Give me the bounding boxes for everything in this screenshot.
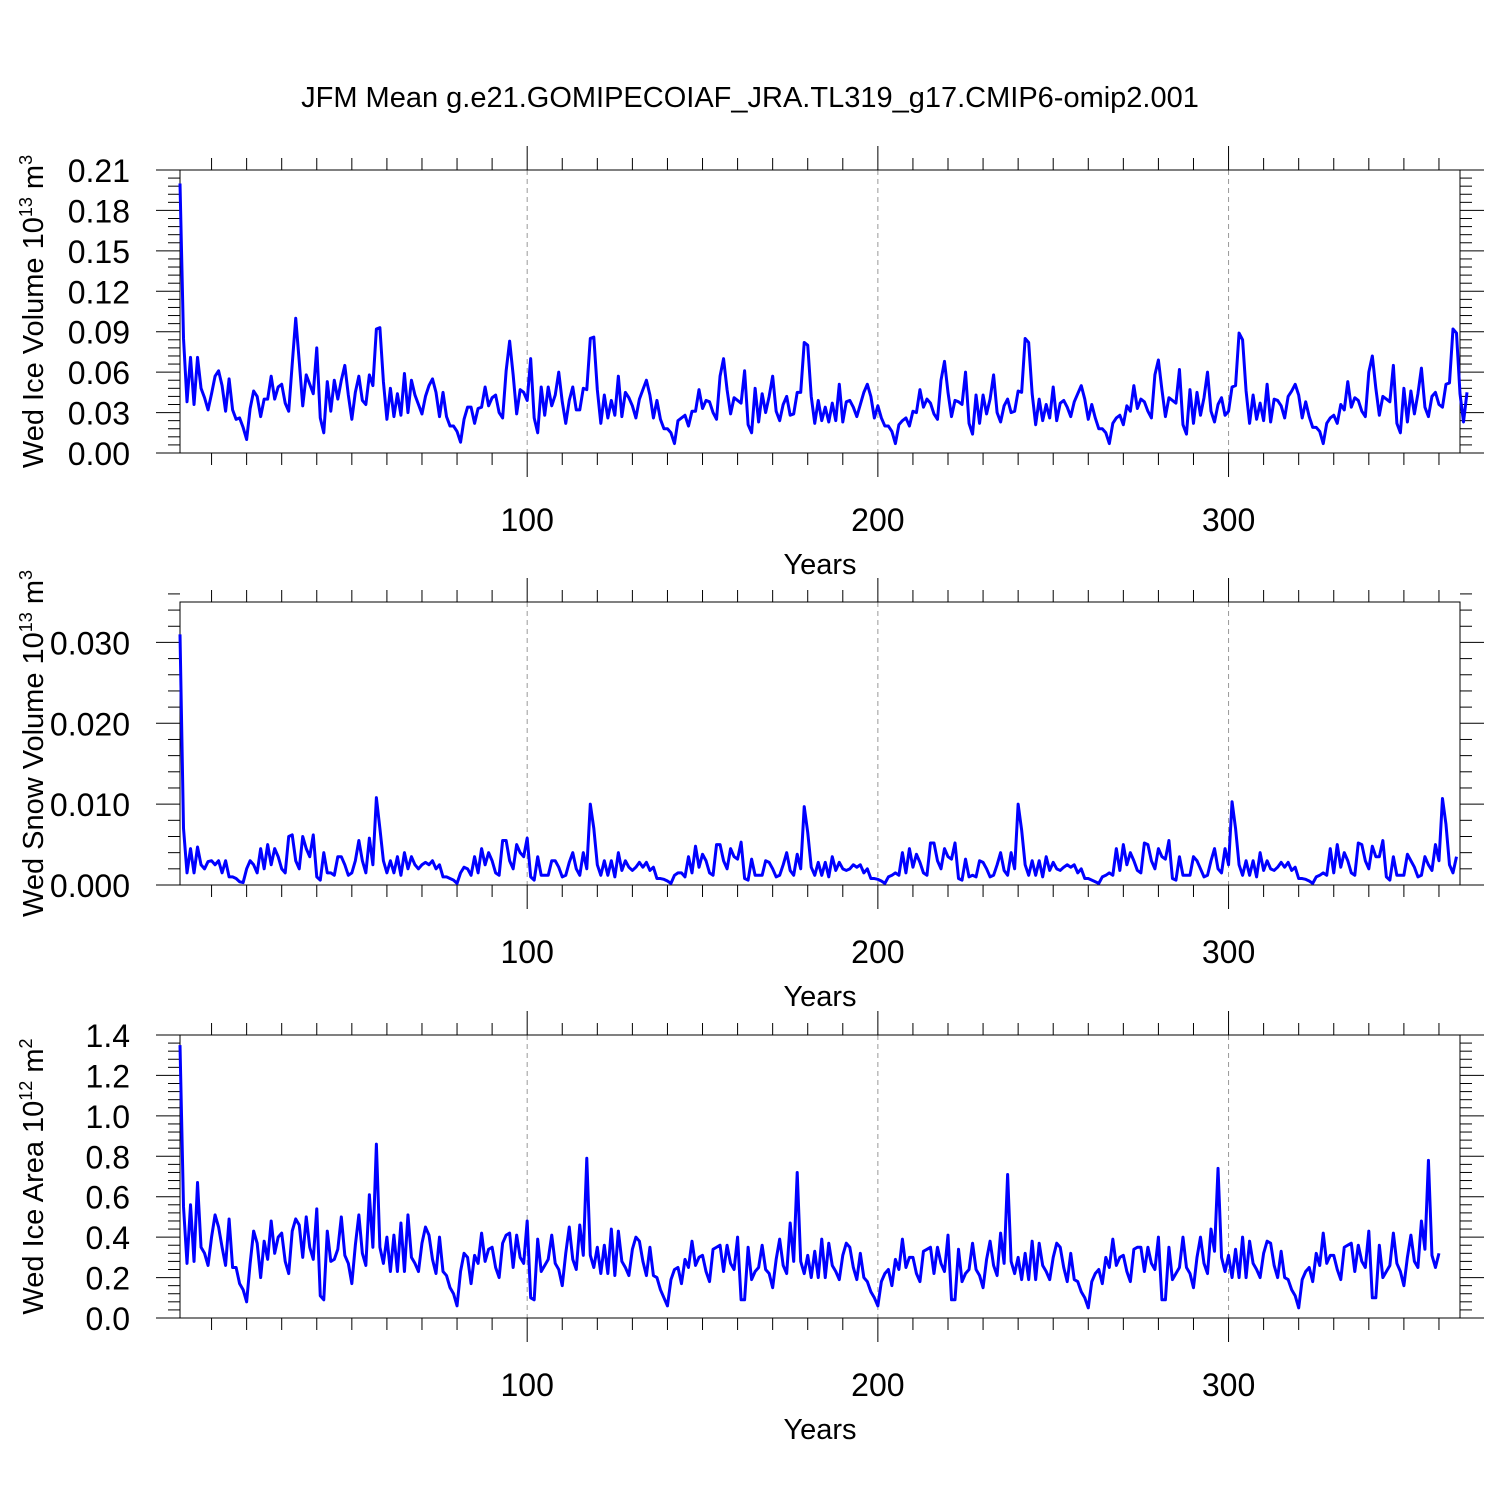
series-line: [178, 1045, 1441, 1310]
y-tick-label: 0.03: [68, 396, 130, 432]
y-tick-label: 0.030: [50, 625, 130, 661]
y-tick-label: 0.6: [86, 1180, 130, 1216]
y-tick-label: 0.09: [68, 315, 130, 351]
x-axis-label: Years: [783, 981, 856, 1013]
x-tick-label: 300: [1202, 1367, 1255, 1403]
series-line: [178, 183, 1469, 446]
y-tick-label: 0.020: [50, 706, 130, 742]
y-tick-label: 0.12: [68, 274, 130, 310]
series-line: [178, 634, 1458, 885]
y-tick-label: 1.0: [86, 1099, 130, 1135]
y-tick-label: 0.06: [68, 355, 130, 391]
x-axis-label: Years: [783, 1414, 856, 1446]
y-axis-label: Wed Snow Volume 1013 m3: [16, 570, 50, 917]
y-axis-label: Wed Ice Volume 1013 m3: [16, 155, 50, 468]
x-tick-label: 200: [851, 502, 904, 538]
y-tick-label: 1.4: [86, 1018, 130, 1054]
plot-frame: [179, 169, 1461, 454]
y-tick-label: 0.8: [86, 1139, 130, 1175]
y-tick-label: 0.000: [50, 868, 130, 904]
y-tick-label: 0.4: [86, 1220, 130, 1256]
y-tick-label: 0.2: [86, 1261, 130, 1297]
figure-title: JFM Mean g.e21.GOMIPECOIAF_JRA.TL319_g17…: [301, 82, 1199, 114]
x-tick-label: 300: [1202, 934, 1255, 970]
y-tick-label: 0.010: [50, 787, 130, 823]
y-tick-label: 0.18: [68, 193, 130, 229]
x-tick-label: 200: [851, 934, 904, 970]
x-tick-label: 300: [1202, 502, 1255, 538]
plot-frame: [179, 1034, 1461, 1319]
y-tick-label: 0.21: [68, 153, 130, 189]
panels: 0.00 0.03 0.06 0.09 0.12 0.15 0.18 0.21 100 200 30…: [16, 146, 1484, 1446]
y-tick-label: 0.00: [68, 436, 130, 472]
y-tick-label: 0.15: [68, 234, 130, 270]
x-tick-label: 100: [500, 1367, 553, 1403]
chart-panel-2: 0.000 0.010 0.020 0.030 100 200 300 Years Wed Sn…: [16, 570, 1484, 1013]
x-tick-label: 100: [500, 934, 553, 970]
chart-panel-3: 0.0 0.2 0.4 0.6 0.8 1.0 1.2 1.4 100 200 300 Years We…: [16, 1011, 1484, 1446]
x-tick-label: 200: [851, 1367, 904, 1403]
x-axis-label: Years: [783, 549, 856, 581]
y-axis-label: Wed Ice Area 1012 m2: [16, 1038, 50, 1314]
x-tick-label: 100: [500, 502, 553, 538]
plot-frame: [179, 601, 1461, 886]
y-tick-label: 0.0: [86, 1301, 130, 1337]
chart-panel-1: 0.00 0.03 0.06 0.09 0.12 0.15 0.18 0.21 100 200 30…: [16, 146, 1484, 581]
y-tick-label: 1.2: [86, 1058, 130, 1094]
